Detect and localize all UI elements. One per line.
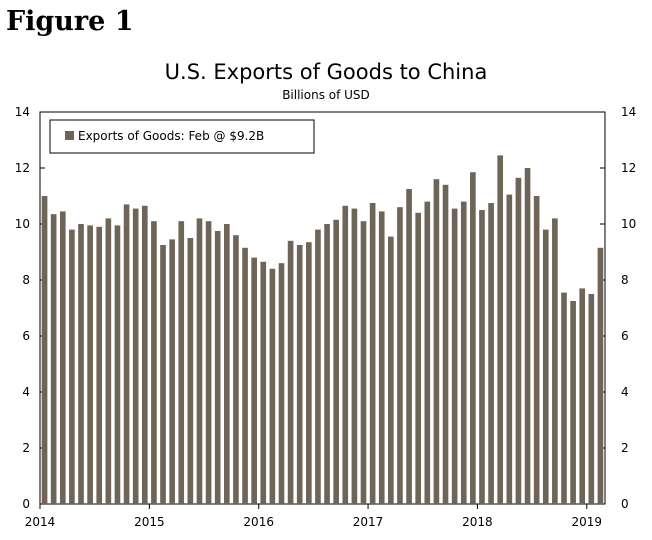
bar	[415, 212, 422, 505]
bar	[424, 201, 431, 504]
bar	[187, 238, 194, 504]
bar	[315, 229, 321, 504]
bar	[306, 242, 312, 504]
bar	[488, 203, 494, 504]
chart-subtitle: Billions of USD	[282, 88, 370, 102]
chart-title: U.S. Exports of Goods to China	[164, 60, 488, 84]
bar	[561, 292, 567, 504]
bar	[533, 196, 540, 504]
bar	[479, 210, 485, 504]
legend-swatch	[65, 131, 74, 140]
plot-area	[39, 111, 606, 505]
bar	[296, 245, 303, 504]
y-tick-label-right: 10	[621, 217, 636, 231]
y-tick-label-right: 2	[621, 441, 629, 455]
x-tick-label: 2016	[243, 515, 274, 529]
x-tick-label: 2018	[462, 515, 493, 529]
x-tick-label: 2014	[25, 515, 56, 529]
bar	[178, 221, 185, 504]
y-tick-label-right: 0	[621, 497, 629, 511]
bar	[87, 225, 93, 504]
bar	[460, 201, 467, 504]
bar	[552, 218, 558, 504]
y-tick-label-right: 12	[621, 161, 636, 175]
legend-label: Exports of Goods: Feb @ $9.2B	[78, 129, 264, 143]
bar	[333, 219, 339, 505]
bar	[205, 221, 212, 504]
bar	[59, 211, 66, 504]
y-tick-label-right: 4	[621, 385, 629, 399]
y-tick-label-left: 10	[15, 217, 30, 231]
y-tick-label-right: 14	[621, 105, 636, 119]
x-tick-label: 2015	[134, 515, 165, 529]
bar	[223, 224, 230, 504]
bar	[515, 177, 522, 505]
y-tick-label-right: 6	[621, 329, 629, 343]
bar	[242, 247, 248, 505]
x-axis: 2014 2015 2016 2017 2018 2019	[25, 504, 602, 529]
bar	[169, 239, 175, 504]
bar	[351, 208, 358, 504]
bar-series	[41, 155, 604, 505]
bar	[579, 288, 586, 504]
y-tick-label-left: 12	[15, 161, 30, 175]
bar	[196, 218, 203, 504]
bar	[506, 194, 513, 504]
bar	[406, 189, 412, 504]
bar	[451, 208, 458, 504]
bar	[597, 247, 604, 505]
bar	[570, 301, 576, 504]
bar	[260, 261, 267, 504]
legend: Exports of Goods: Feb @ $9.2B	[49, 119, 315, 154]
bar	[132, 208, 139, 504]
bar	[388, 236, 394, 504]
bar	[442, 184, 449, 505]
bar	[69, 229, 75, 504]
bar	[470, 172, 476, 504]
bar	[369, 203, 376, 504]
legend-box	[49, 119, 315, 154]
bar	[96, 226, 103, 505]
bar	[50, 214, 57, 504]
y-tick-label-left: 8	[22, 273, 30, 287]
bar	[524, 168, 531, 504]
y-tick-label-right: 8	[621, 273, 629, 287]
y-tick-label-left: 14	[15, 105, 30, 119]
bar	[141, 205, 148, 505]
bar	[105, 218, 112, 504]
y-tick-label-left: 4	[22, 385, 30, 399]
x-tick-label: 2017	[353, 515, 384, 529]
bar	[542, 229, 549, 504]
bar	[360, 221, 367, 504]
bar	[278, 263, 285, 504]
bar	[397, 207, 403, 504]
y-tick-label-left: 6	[22, 329, 30, 343]
x-tick-label: 2019	[572, 515, 603, 529]
bar	[41, 196, 48, 504]
figure-label: Figure 1	[6, 6, 134, 37]
bar	[114, 225, 121, 504]
bar	[497, 155, 504, 504]
bar	[378, 211, 385, 504]
y-axis-right: 0 2 4 6 8 10 12 14	[600, 105, 636, 511]
y-tick-label-left: 2	[22, 441, 30, 455]
bar	[324, 224, 330, 504]
bar	[269, 268, 276, 504]
bar	[433, 179, 440, 504]
bar	[151, 221, 157, 504]
y-tick-label-left: 0	[22, 497, 30, 511]
bar	[214, 231, 221, 504]
bar	[78, 224, 84, 504]
bar	[287, 240, 294, 505]
bar	[233, 235, 239, 504]
bar	[342, 205, 349, 505]
bar	[251, 257, 257, 504]
bar	[588, 294, 595, 504]
bar	[160, 245, 166, 504]
bar	[123, 204, 130, 504]
